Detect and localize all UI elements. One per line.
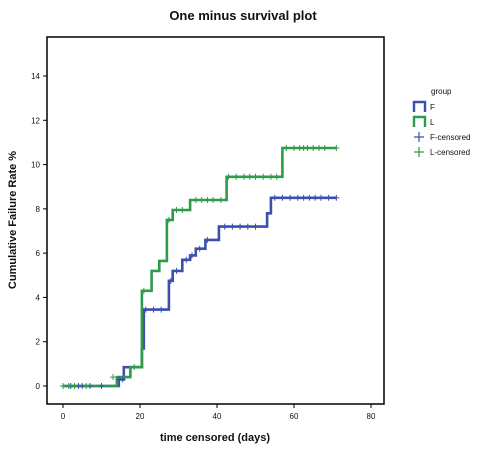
y-tick-label: 8 xyxy=(36,205,41,214)
legend-title: group xyxy=(431,87,452,96)
censor-mark-F xyxy=(244,223,251,230)
y-axis: 0 2 4 6 8 10 12 14 xyxy=(31,72,47,391)
censor-mark-F xyxy=(294,194,301,201)
censor-layer xyxy=(60,144,340,389)
censor-mark-L xyxy=(179,206,186,213)
censor-mark-L xyxy=(198,197,205,203)
censor-mark-F xyxy=(229,223,236,230)
y-tick-label: 6 xyxy=(36,249,41,258)
censor-mark-L xyxy=(83,383,90,389)
legend-label: L-censored xyxy=(430,148,470,157)
censor-mark-F xyxy=(271,194,278,201)
series-line-F xyxy=(63,196,337,388)
censor-mark-L xyxy=(60,383,66,389)
censor-mark-L xyxy=(291,144,297,151)
y-tick-label: 2 xyxy=(36,338,41,347)
censor-mark-L xyxy=(310,144,317,151)
x-tick-label: 60 xyxy=(290,412,299,421)
x-tick-label: 20 xyxy=(136,412,145,421)
censor-mark-F xyxy=(306,194,313,201)
censor-mark-L xyxy=(333,144,340,151)
x-tick-label: 40 xyxy=(213,412,222,421)
series-layer xyxy=(63,146,337,388)
censor-mark-F xyxy=(150,306,157,313)
censor-mark-F xyxy=(252,223,259,230)
censor-mark-L xyxy=(267,173,274,180)
censor-mark-F xyxy=(183,256,190,263)
censor-mark-L xyxy=(321,144,328,151)
censor-mark-F xyxy=(188,252,195,259)
censor-mark-F xyxy=(173,267,180,274)
y-tick-label: 14 xyxy=(31,72,40,81)
x-tick-label: 80 xyxy=(367,412,376,421)
chart-title: One minus survival plot xyxy=(169,8,317,23)
legend-swatch-F xyxy=(412,100,427,112)
censor-mark-L xyxy=(140,287,147,294)
x-axis: 0 20 40 60 80 xyxy=(61,404,376,421)
censor-mark-L xyxy=(204,197,211,203)
censor-mark-L xyxy=(110,374,117,381)
censor-mark-F xyxy=(312,194,319,201)
x-axis-title: time censored (days) xyxy=(160,432,270,444)
censor-mark-L xyxy=(165,216,172,223)
y-tick-label: 10 xyxy=(31,161,40,170)
legend-label: F-censored xyxy=(430,133,470,142)
y-tick-label: 4 xyxy=(36,293,41,302)
censor-mark-L xyxy=(316,144,323,151)
censor-mark-L xyxy=(240,173,247,180)
censor-mark-F xyxy=(287,194,294,201)
censor-mark-F xyxy=(237,223,244,230)
legend-swatch-F-censored xyxy=(414,132,424,142)
censor-mark-F xyxy=(300,194,307,201)
censor-mark-L xyxy=(210,197,217,203)
censor-mark-F xyxy=(333,194,340,201)
x-tick-label: 0 xyxy=(61,412,66,421)
censor-mark-F xyxy=(317,194,324,201)
censor-mark-L xyxy=(65,383,72,389)
censor-mark-F xyxy=(204,236,211,243)
y-tick-label: 0 xyxy=(36,382,41,391)
censor-mark-F xyxy=(221,223,228,230)
legend-swatch-L-censored xyxy=(414,147,424,157)
censor-mark-L xyxy=(192,197,199,203)
legend-label: L xyxy=(430,118,435,127)
censor-mark-F xyxy=(325,194,332,201)
censor-mark-L xyxy=(283,144,290,151)
censor-mark-L xyxy=(273,173,280,180)
censor-mark-F xyxy=(142,306,149,313)
legend-label: F xyxy=(430,103,435,112)
censor-mark-F xyxy=(119,376,126,383)
legend-swatch-L xyxy=(412,115,427,127)
censor-mark-L xyxy=(233,173,240,180)
censor-mark-F xyxy=(98,383,105,389)
censor-mark-L xyxy=(71,383,78,389)
censor-mark-L xyxy=(131,364,138,371)
y-tick-label: 12 xyxy=(31,116,40,125)
censor-mark-L xyxy=(173,206,180,213)
censor-mark-F xyxy=(196,245,203,252)
censor-mark-F xyxy=(279,194,286,201)
censor-mark-F xyxy=(158,306,165,313)
censor-mark-L xyxy=(217,197,224,203)
censor-mark-F xyxy=(167,277,174,284)
censor-mark-L xyxy=(246,173,253,180)
legend: group FL F-censored L-censored xyxy=(412,87,470,157)
y-axis-title: Cumulative Failure Rate % xyxy=(7,151,19,289)
censor-mark-L xyxy=(225,173,232,180)
series-line-L xyxy=(63,146,337,388)
censor-mark-L xyxy=(304,144,311,151)
censor-mark-L xyxy=(260,173,267,180)
censor-mark-L xyxy=(252,173,259,180)
plot-frame xyxy=(46,36,385,405)
